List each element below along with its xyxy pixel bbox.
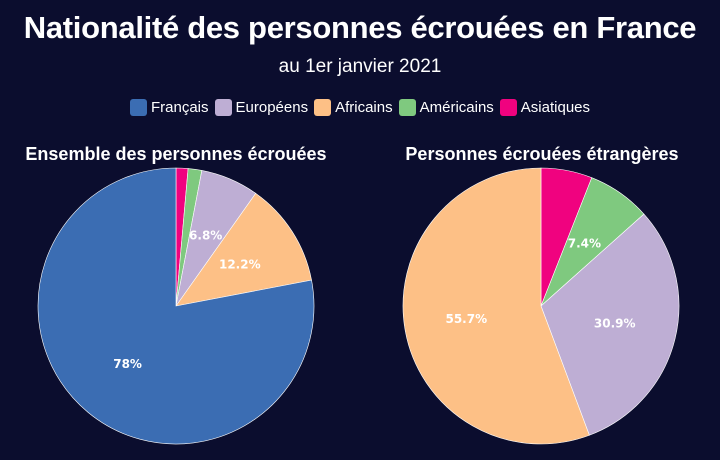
pie-slice-label: 7.4% <box>568 236 601 250</box>
legend-item-europeens[interactable]: Européens <box>214 99 309 116</box>
legend-label: Américains <box>419 99 494 116</box>
pie-left-title: Ensemble des personnes écrouées <box>25 144 327 164</box>
pie-right-title: Personnes écrouées étrangères <box>405 144 679 164</box>
legend-swatch <box>129 99 147 116</box>
legend-label: Africains <box>335 99 393 116</box>
legend-item-francais[interactable]: Français <box>129 99 209 116</box>
pie-slice-africains[interactable] <box>402 167 590 445</box>
legend-label: Européens <box>235 99 309 116</box>
legend-swatch <box>314 99 332 116</box>
pie-slice-label: 12.2% <box>219 257 261 271</box>
legend-swatch <box>398 99 416 116</box>
legend-item-africains[interactable]: Africains <box>314 99 393 116</box>
legend-item-americains[interactable]: Américains <box>398 99 494 116</box>
pie-slice-label: 78% <box>113 357 142 371</box>
chart-main-title: Nationalité des personnes écrouées en Fr… <box>23 10 697 45</box>
legend-swatch <box>214 99 232 116</box>
legend-swatch <box>499 99 517 116</box>
legend-label: Français <box>150 99 209 116</box>
pie-slice-européens[interactable] <box>540 213 680 436</box>
legend-item-asiatiques[interactable]: Asiatiques <box>499 99 591 116</box>
pie-slice-label: 55.7% <box>445 312 487 326</box>
legend: Français Européens Africains Américains … <box>0 99 720 116</box>
pie-slice-africains[interactable] <box>175 192 312 307</box>
pie-slice-français[interactable] <box>37 167 315 445</box>
pie-slice-label: 6.8% <box>189 229 222 243</box>
chart-subtitle: au 1er janvier 2021 <box>278 56 442 77</box>
pie-slice-label: 30.9% <box>594 317 636 331</box>
legend-label: Asiatiques <box>520 99 591 116</box>
